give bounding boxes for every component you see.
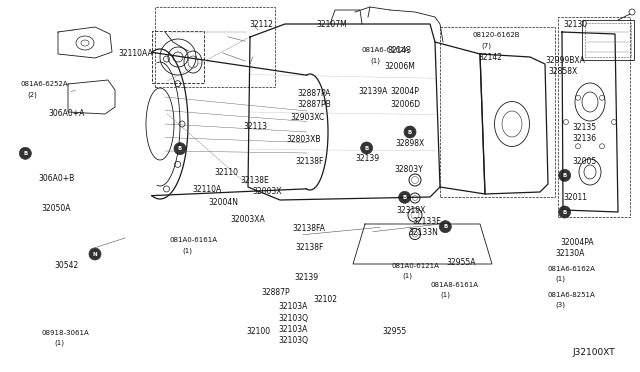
Text: 081A6-6162A: 081A6-6162A	[362, 47, 410, 53]
Text: 32887P: 32887P	[261, 288, 290, 296]
Text: 081A6-6252A: 081A6-6252A	[20, 81, 68, 87]
Text: 32803XB: 32803XB	[287, 135, 321, 144]
Text: B: B	[403, 195, 407, 200]
Text: 081A0-6121A: 081A0-6121A	[392, 263, 440, 269]
Text: 32903XC: 32903XC	[290, 113, 324, 122]
Text: 32102: 32102	[314, 295, 338, 304]
Text: 32138F: 32138F	[296, 157, 324, 166]
Text: 32887PA: 32887PA	[298, 89, 331, 97]
Circle shape	[19, 147, 31, 159]
Text: 32050A: 32050A	[42, 204, 71, 213]
Bar	[152, 31, 204, 83]
Text: 32103A: 32103A	[278, 325, 308, 334]
Text: 081A8-6161A: 081A8-6161A	[430, 282, 478, 288]
Text: 32858X: 32858X	[548, 67, 578, 76]
Text: 32003X: 32003X	[253, 187, 282, 196]
Text: 32004P: 32004P	[390, 87, 419, 96]
Text: (1): (1)	[440, 291, 451, 298]
Text: 32005: 32005	[573, 157, 597, 166]
Text: 32004PA: 32004PA	[560, 238, 594, 247]
Text: 32103A: 32103A	[278, 302, 308, 311]
Text: (1): (1)	[556, 275, 566, 282]
Text: 32139: 32139	[355, 154, 380, 163]
Text: B: B	[365, 145, 369, 151]
Circle shape	[559, 169, 571, 181]
Text: 32100: 32100	[246, 327, 271, 336]
Circle shape	[439, 221, 451, 232]
Text: 32130: 32130	[563, 20, 588, 29]
Text: B: B	[178, 146, 182, 151]
Text: 32999BXA: 32999BXA	[545, 56, 585, 65]
Text: B: B	[23, 151, 28, 156]
Text: 32139A: 32139A	[358, 87, 388, 96]
Circle shape	[399, 191, 411, 203]
Text: J32100XT: J32100XT	[573, 348, 616, 357]
Circle shape	[559, 206, 571, 218]
Bar	[440, 27, 555, 197]
Circle shape	[174, 143, 186, 155]
Text: 32006D: 32006D	[390, 100, 420, 109]
Text: 32006M: 32006M	[384, 62, 415, 71]
Text: 306A0+B: 306A0+B	[38, 174, 75, 183]
Text: 081A0-6161A: 081A0-6161A	[170, 237, 218, 243]
Text: (1): (1)	[402, 273, 412, 279]
Text: 32138E: 32138E	[240, 176, 269, 185]
Text: 32135: 32135	[573, 123, 597, 132]
Bar	[155, 7, 275, 87]
Text: 32112: 32112	[250, 20, 273, 29]
Text: B: B	[408, 129, 412, 135]
Text: 08120-6162B: 08120-6162B	[472, 32, 520, 38]
Text: 32133N: 32133N	[408, 228, 438, 237]
Text: 32110: 32110	[214, 169, 239, 177]
Text: 32103Q: 32103Q	[278, 314, 308, 323]
Bar	[585, 23, 631, 57]
Text: 32103Q: 32103Q	[278, 336, 308, 345]
Text: 32110A: 32110A	[192, 185, 221, 194]
Circle shape	[361, 142, 372, 154]
Circle shape	[89, 248, 101, 260]
Bar	[582, 20, 634, 60]
Text: 32887PB: 32887PB	[298, 100, 332, 109]
Text: 306A0+A: 306A0+A	[48, 109, 84, 118]
Text: 32138F: 32138F	[296, 243, 324, 252]
Text: (1): (1)	[182, 248, 193, 254]
Text: (1): (1)	[370, 57, 380, 64]
Text: (1): (1)	[54, 340, 65, 346]
Text: 32955A: 32955A	[447, 258, 476, 267]
Text: 32803Y: 32803Y	[394, 165, 423, 174]
Text: 32130A: 32130A	[556, 249, 585, 258]
Text: 08918-3061A: 08918-3061A	[42, 330, 90, 336]
Text: 32319X: 32319X	[397, 206, 426, 215]
Text: 32110AA: 32110AA	[118, 49, 153, 58]
Circle shape	[404, 126, 416, 138]
Bar	[558, 17, 630, 217]
Text: 30542: 30542	[54, 262, 79, 270]
Text: N: N	[93, 251, 97, 257]
Text: 32011: 32011	[563, 193, 588, 202]
Text: 32143: 32143	[387, 46, 412, 55]
Text: 32898X: 32898X	[396, 139, 425, 148]
Text: 32955: 32955	[383, 327, 407, 336]
Text: 081A6-8251A: 081A6-8251A	[547, 292, 595, 298]
Text: (3): (3)	[556, 301, 566, 308]
Text: 32113: 32113	[243, 122, 268, 131]
Text: 32139: 32139	[294, 273, 319, 282]
Text: (2): (2)	[27, 92, 36, 98]
Text: 32136: 32136	[573, 134, 597, 143]
Text: B: B	[563, 173, 567, 178]
Text: 081A6-6162A: 081A6-6162A	[547, 266, 595, 272]
Text: B: B	[444, 224, 447, 229]
Text: 32142: 32142	[479, 53, 503, 62]
Text: 32004N: 32004N	[208, 198, 238, 207]
Text: 32107M: 32107M	[317, 20, 348, 29]
Text: (7): (7)	[481, 42, 492, 49]
Text: 32138FA: 32138FA	[292, 224, 325, 233]
Text: 32003XA: 32003XA	[230, 215, 265, 224]
Text: 32133E: 32133E	[413, 217, 442, 226]
Text: B: B	[563, 209, 567, 215]
